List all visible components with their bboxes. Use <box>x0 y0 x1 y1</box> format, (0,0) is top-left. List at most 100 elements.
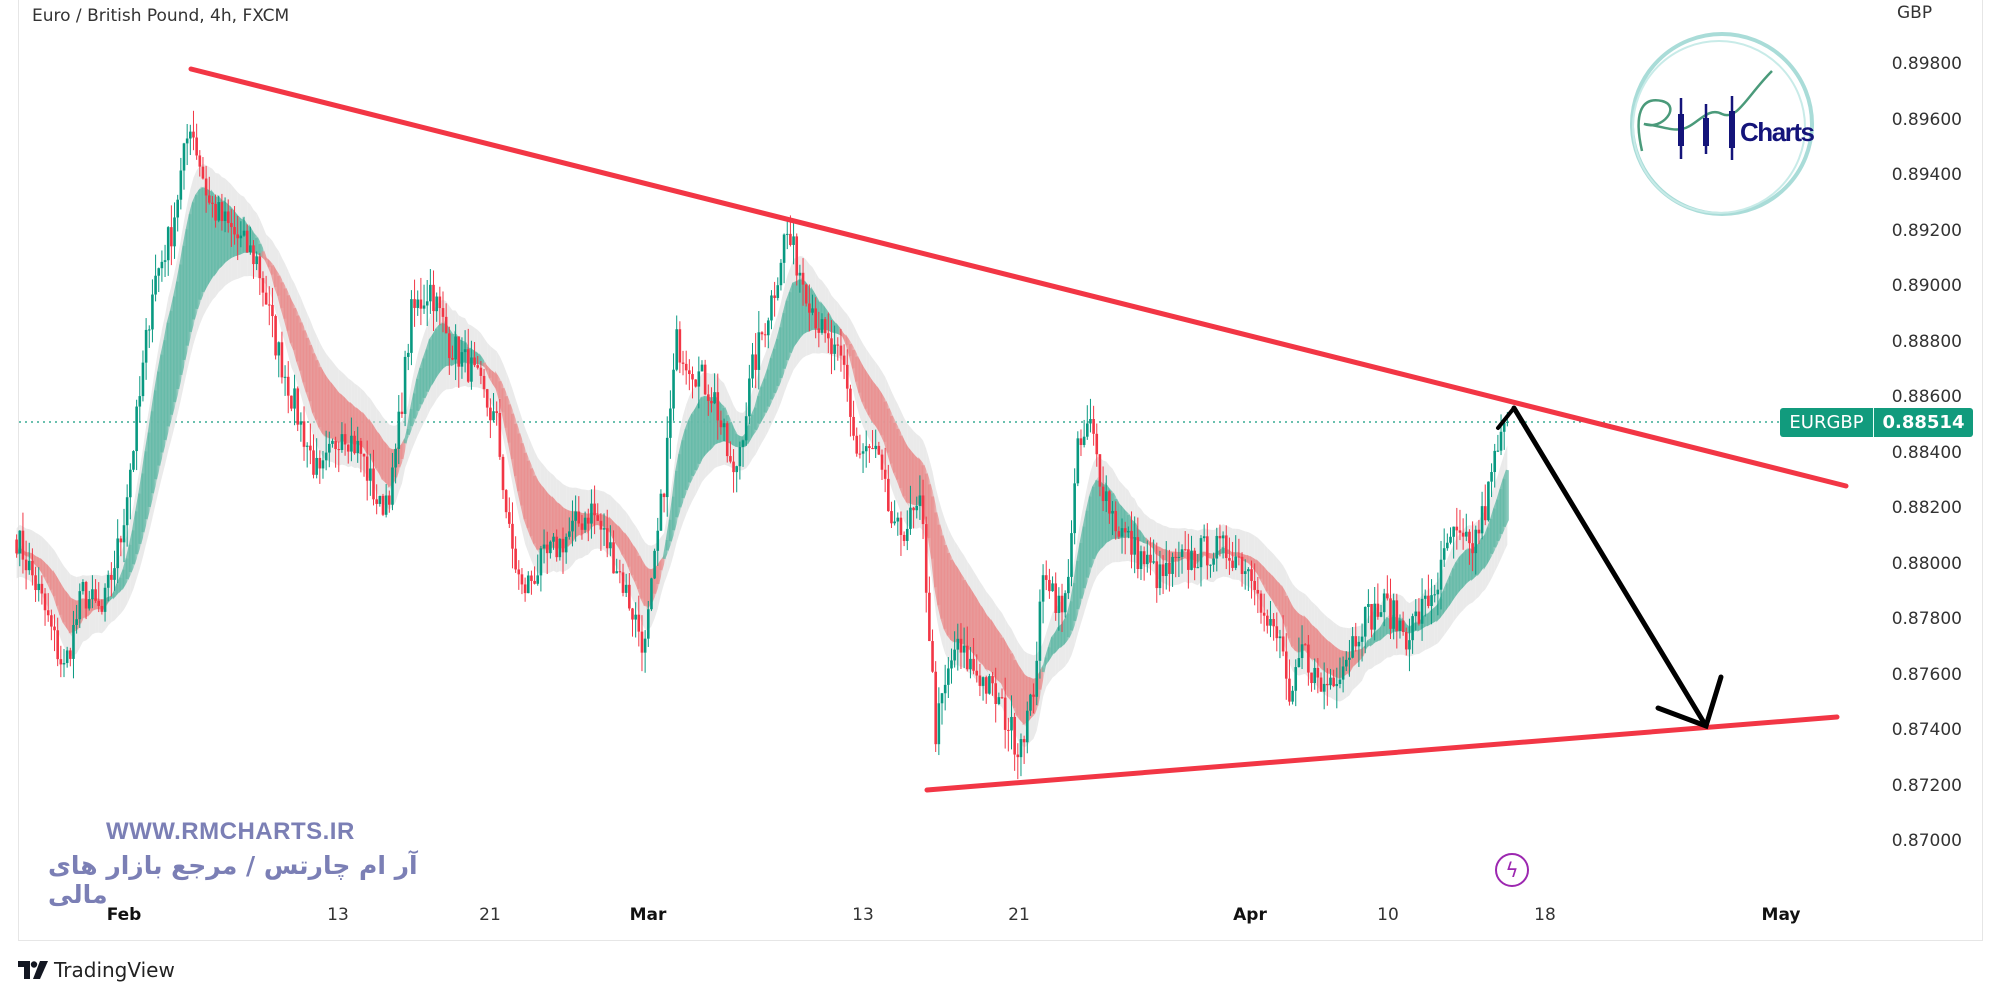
candle <box>170 205 173 266</box>
candle <box>1104 475 1108 513</box>
candle <box>239 221 243 248</box>
candle-body <box>1423 595 1427 599</box>
candle <box>710 387 713 413</box>
candle-body <box>558 538 562 558</box>
candle <box>605 509 609 558</box>
candle-body <box>1067 576 1070 594</box>
candle <box>767 317 770 349</box>
candle-body <box>388 495 391 505</box>
candle-body <box>542 544 546 549</box>
candle-body <box>1278 636 1282 639</box>
candle <box>959 623 963 670</box>
candle <box>1070 520 1073 587</box>
candle-body <box>1468 531 1471 544</box>
candle <box>1215 527 1219 572</box>
candle <box>669 390 672 459</box>
candle-body <box>710 400 713 404</box>
candle-body <box>1032 694 1035 697</box>
lightning-icon[interactable]: ϟ <box>1495 853 1529 887</box>
candle <box>773 281 776 317</box>
candle-body <box>953 649 956 661</box>
candle <box>1373 586 1376 641</box>
candle-body <box>1297 658 1301 668</box>
candle-body <box>27 560 31 571</box>
candle-body <box>817 328 821 333</box>
candle-body <box>1029 694 1032 711</box>
candle <box>864 430 868 468</box>
candle-body <box>1433 594 1437 596</box>
candle <box>1262 593 1266 632</box>
candle <box>1240 552 1244 587</box>
candle-body <box>921 495 925 525</box>
candle-body <box>334 440 337 450</box>
candle <box>422 284 426 314</box>
upper-trendline[interactable] <box>188 66 1849 489</box>
watermark-url: WWW.RMCHARTS.IR <box>106 818 355 845</box>
candle-body <box>864 446 868 452</box>
candle-body <box>1174 556 1178 558</box>
candle-body <box>1111 510 1114 514</box>
price-tick-label: 0.89200 <box>1891 220 1962 241</box>
candle-body <box>43 593 47 611</box>
candle <box>1010 695 1013 750</box>
candle-body <box>773 295 776 298</box>
candle <box>536 554 540 586</box>
lower-trendline[interactable] <box>924 714 1840 793</box>
candle-body <box>729 456 732 462</box>
candle <box>732 449 735 493</box>
candle <box>997 692 1001 706</box>
candle <box>106 570 110 602</box>
candle-body <box>577 511 581 524</box>
candle-body <box>700 364 704 372</box>
candle-body <box>340 434 344 450</box>
candle <box>877 441 881 456</box>
candle-body <box>1209 564 1212 566</box>
candle-body <box>1010 716 1013 731</box>
time-tick-label: 21 <box>479 905 501 925</box>
candle-body <box>1313 667 1316 684</box>
candle-body <box>375 499 378 504</box>
candle-body <box>1341 666 1345 680</box>
candle-body <box>997 697 1001 705</box>
candle-body <box>1382 593 1386 613</box>
candle <box>230 209 233 247</box>
candle-body <box>549 541 552 554</box>
tradingview-footer[interactable]: TradingView <box>18 958 175 982</box>
candle-body <box>1344 659 1348 667</box>
candle-body <box>15 539 18 554</box>
candle <box>135 399 138 471</box>
candle <box>15 534 18 558</box>
candle-body <box>429 284 432 302</box>
candle-body <box>1180 549 1184 557</box>
candle <box>725 421 729 463</box>
candle-body <box>1117 531 1121 537</box>
candle <box>113 550 116 591</box>
candle <box>808 284 811 332</box>
candle-body <box>650 578 653 610</box>
tradingview-brand: TradingView <box>54 958 175 982</box>
candle <box>406 343 410 371</box>
candle <box>255 251 258 271</box>
candle-body <box>1430 595 1433 607</box>
candle-body <box>776 285 780 298</box>
candle <box>204 165 208 213</box>
candle-body <box>463 349 467 353</box>
candle <box>1354 622 1358 652</box>
candle <box>1155 542 1159 603</box>
candle <box>748 364 751 425</box>
candle <box>874 429 877 458</box>
candle <box>378 495 382 507</box>
candle <box>1269 600 1272 638</box>
candle <box>129 463 132 520</box>
candle <box>154 254 157 302</box>
candle-body <box>526 575 530 594</box>
candle <box>97 582 101 613</box>
forecast-arrow[interactable] <box>1496 405 1724 730</box>
candle-body <box>691 374 694 380</box>
candle <box>820 313 824 335</box>
candle <box>1224 525 1228 570</box>
candle <box>1063 590 1067 618</box>
candle-body <box>564 536 568 553</box>
candle-body <box>267 304 271 306</box>
